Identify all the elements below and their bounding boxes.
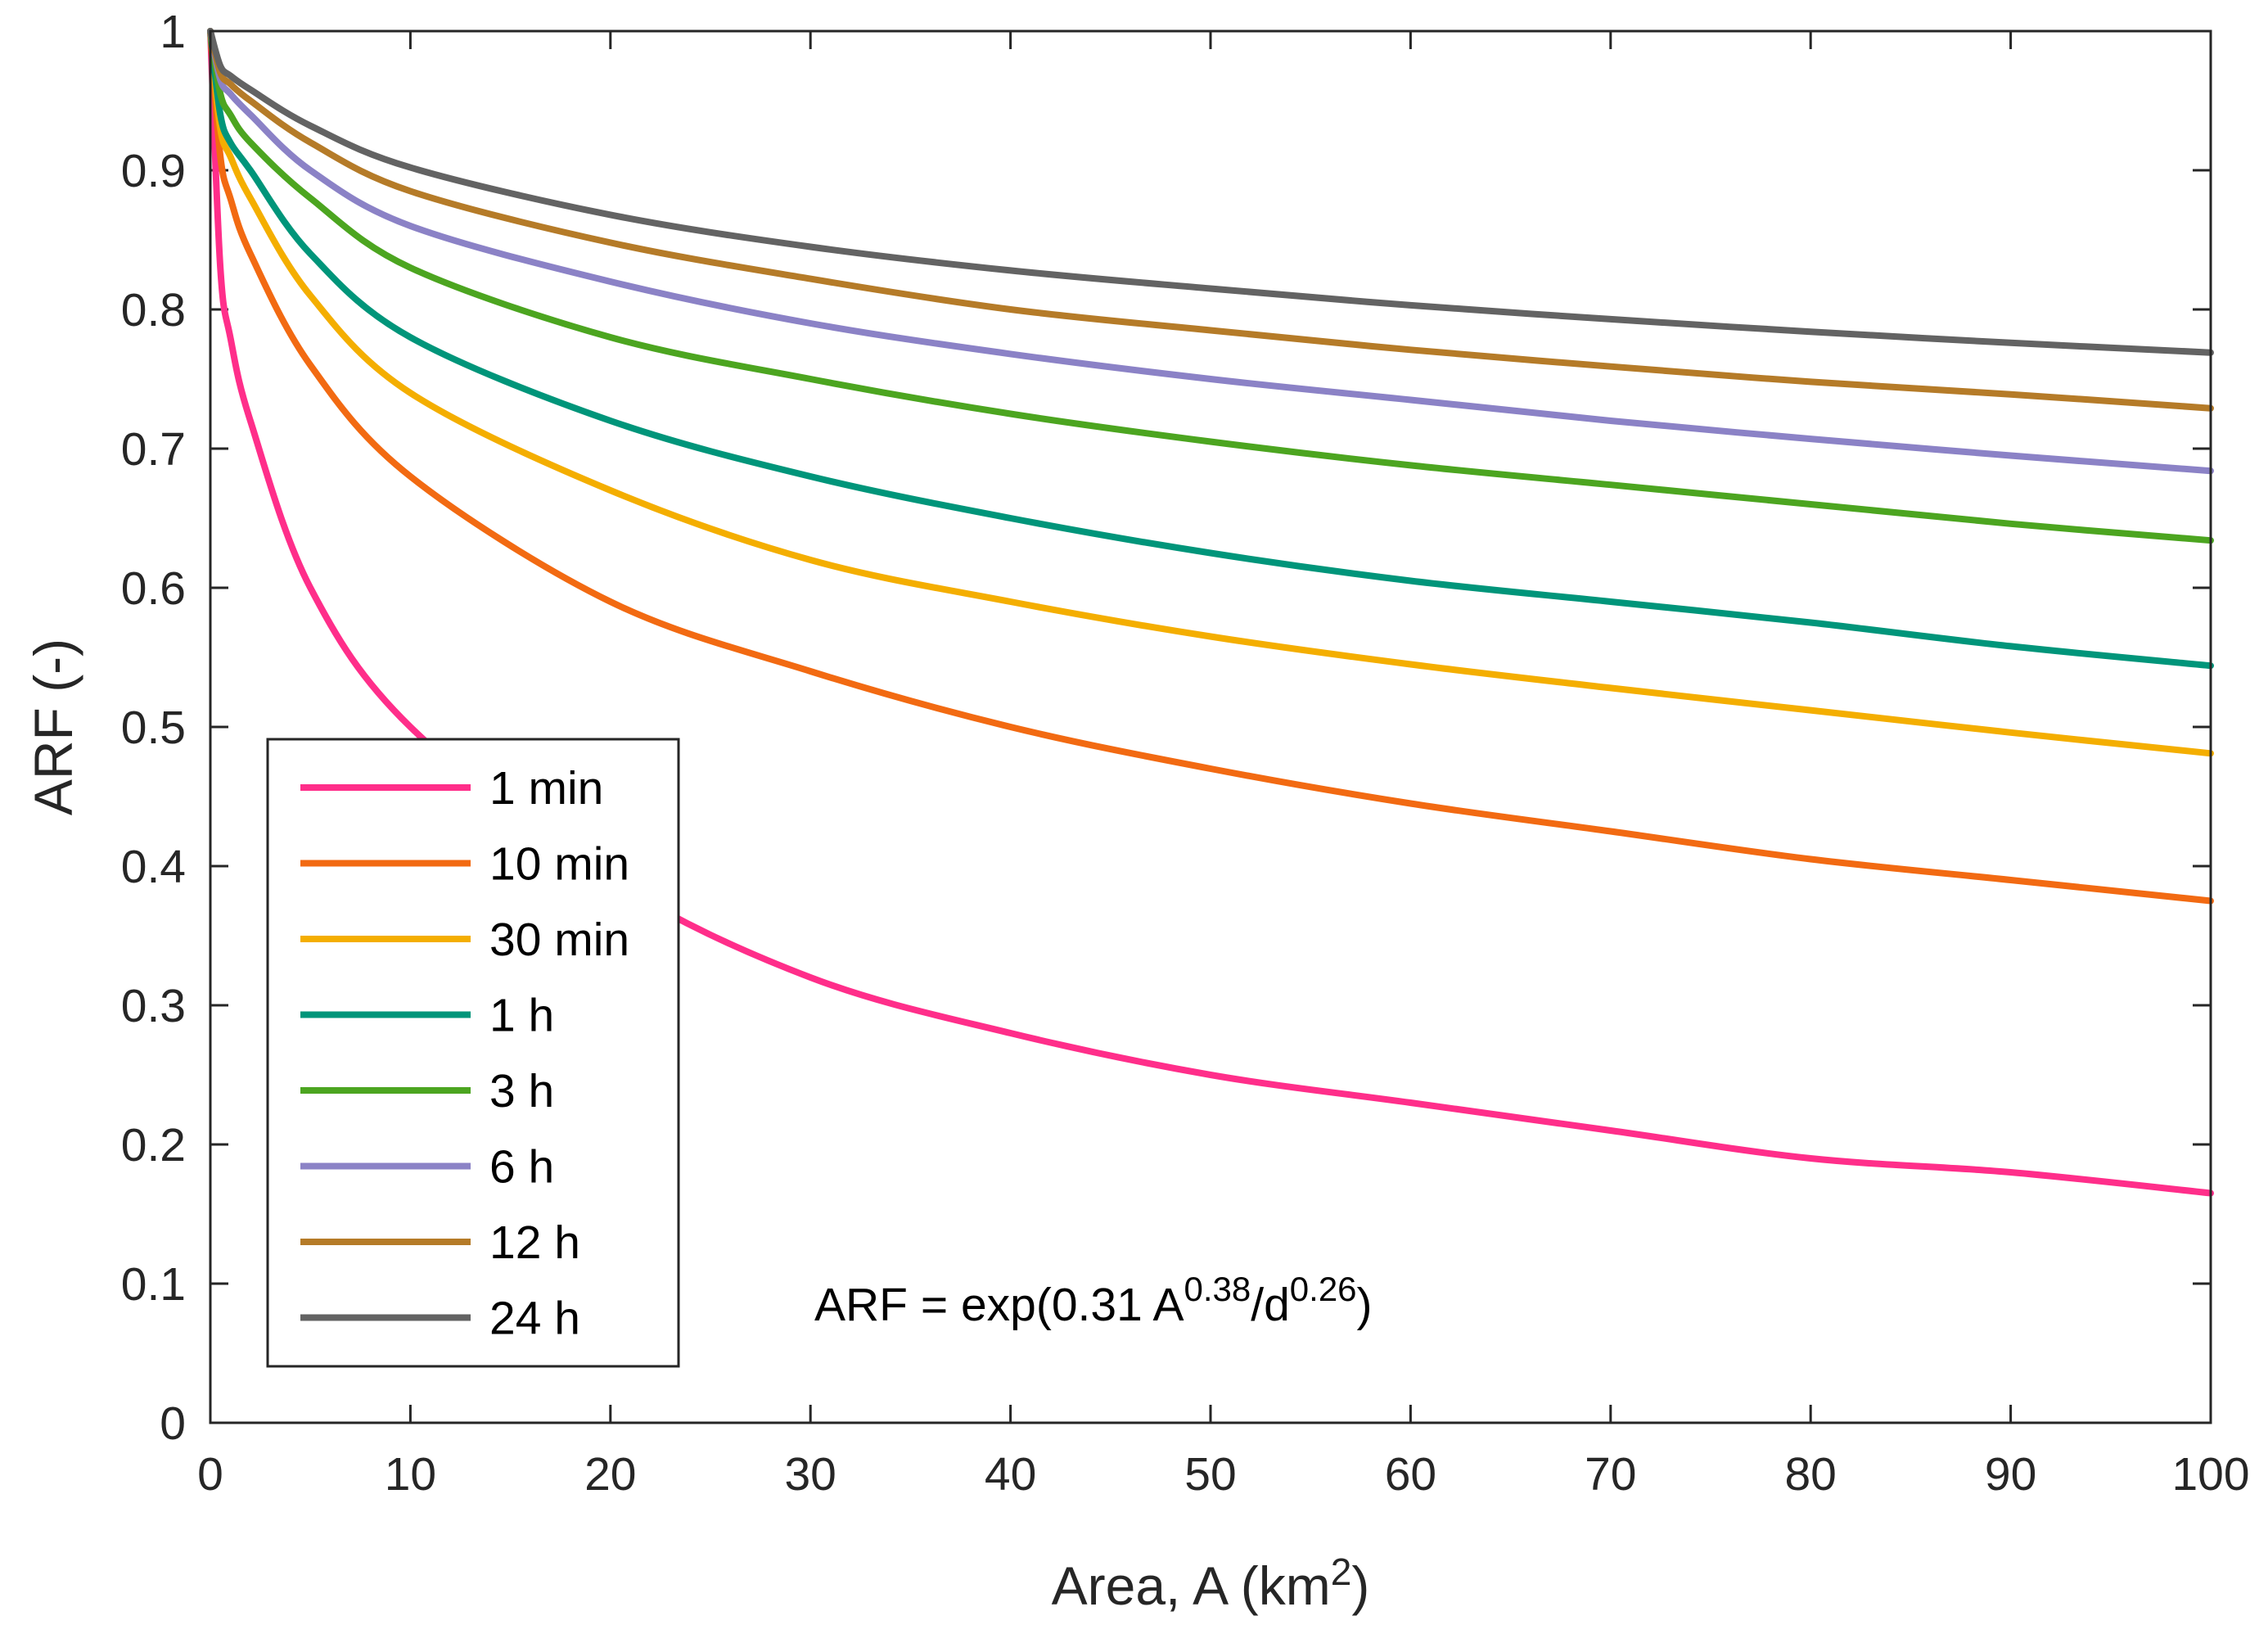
annotation-text: ARF = exp(0.31 A [814,1279,1184,1331]
y-tick-labels: 0 0.1 0.2 0.3 0.4 0.5 0.6 0.7 0.8 0.9 1 [121,6,186,1450]
y-axis-title: ARF (-) [23,639,83,815]
x-tick-label: 90 [1985,1448,2036,1501]
x-axis-title-superscript: 2 [1331,1550,1352,1593]
y-tick-label: 0.8 [121,284,186,336]
legend-label-30-min: 30 min [489,914,629,966]
series-line-30-min [207,28,2214,757]
series-line-3-h [207,28,2214,544]
legend-label-1-h: 1 h [489,990,554,1042]
legend-entries: 1 min 10 min 30 min 1 h 3 h 6 h 12 h 24 h [300,762,629,1345]
legend-label-6-h: 6 h [489,1141,554,1194]
legend-label-12-h: 12 h [489,1216,580,1269]
legend-label-24-h: 24 h [489,1293,580,1345]
y-tick-label: 0.7 [121,423,186,476]
x-tick-labels: 0 10 20 30 40 50 60 70 80 90 100 [197,1448,2249,1501]
x-axis-title-suffix: ) [1351,1555,1369,1616]
y-tick-label: 0.4 [121,841,186,893]
legend-label-3-h: 3 h [489,1065,554,1117]
y-tick-label: 0.2 [121,1119,186,1171]
x-tick-label: 30 [784,1448,836,1501]
y-tick-label: 0.1 [121,1258,186,1311]
legend-label-10-min: 10 min [489,838,629,891]
series-line-12-h [207,28,2214,412]
x-tick-label: 0 [197,1448,223,1501]
series-line-6-h [207,28,2214,475]
annotation-exponent: 0.26 [1290,1270,1357,1308]
legend: 1 min 10 min 30 min 1 h 3 h 6 h 12 h 24 h [266,738,680,1368]
x-tick-label: 80 [1784,1448,1836,1501]
x-axis-title: Area, A (km2) [1052,1550,1370,1616]
annotation-text: ) [1357,1279,1373,1331]
x-tick-label: 10 [385,1448,436,1501]
x-tick-label: 50 [1184,1448,1236,1501]
y-tick-label: 0.5 [121,702,186,754]
legend-label-1-min: 1 min [489,762,603,815]
y-tick-label: 0.6 [121,562,186,615]
formula-annotation: ARF = exp(0.31 A0.38/d0.26) [814,1270,1373,1331]
x-tick-label: 70 [1585,1448,1636,1501]
legend-box [266,738,680,1368]
annotation-text: /d [1251,1279,1290,1331]
annotation-exponent: 0.38 [1184,1270,1251,1308]
x-axis-title-main: Area, A (km [1052,1555,1331,1616]
series-line-1-h [207,28,2214,670]
x-tick-label: 40 [985,1448,1036,1501]
y-tick-label: 0.3 [121,980,186,1032]
x-tick-label: 100 [2171,1448,2249,1501]
series-lines [207,28,2214,1197]
y-tick-label: 0 [160,1397,186,1450]
x-tick-label: 60 [1385,1448,1436,1501]
series-line-24-h [207,28,2214,356]
series-line-10-min [207,28,2214,905]
series-line-1-min [207,28,2214,1197]
y-tick-label: 1 [160,6,186,58]
x-tick-label: 20 [584,1448,636,1501]
y-tick-label: 0.9 [121,145,186,197]
plot-area-frame [209,29,2212,1424]
